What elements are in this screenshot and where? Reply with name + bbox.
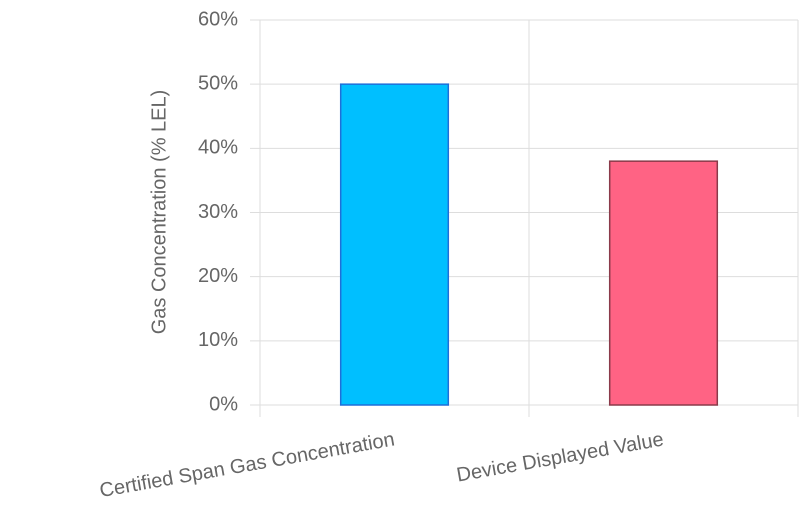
bar — [339, 83, 450, 406]
y-axis-label: Gas Concentration (% LEL) — [148, 90, 170, 335]
y-tick-label: 30% — [198, 201, 238, 223]
bar — [608, 160, 719, 406]
y-tick-label: 50% — [198, 72, 238, 94]
y-tick-label: 40% — [198, 137, 238, 159]
x-tick-label: Device Displayed Value — [455, 428, 665, 486]
y-tick-label: 60% — [198, 8, 238, 30]
y-tick-label: 0% — [209, 393, 238, 415]
y-tick-label: 20% — [198, 265, 238, 287]
y-tick-label: 10% — [198, 329, 238, 351]
x-tick-label: Certified Span Gas Concentration — [98, 428, 396, 502]
